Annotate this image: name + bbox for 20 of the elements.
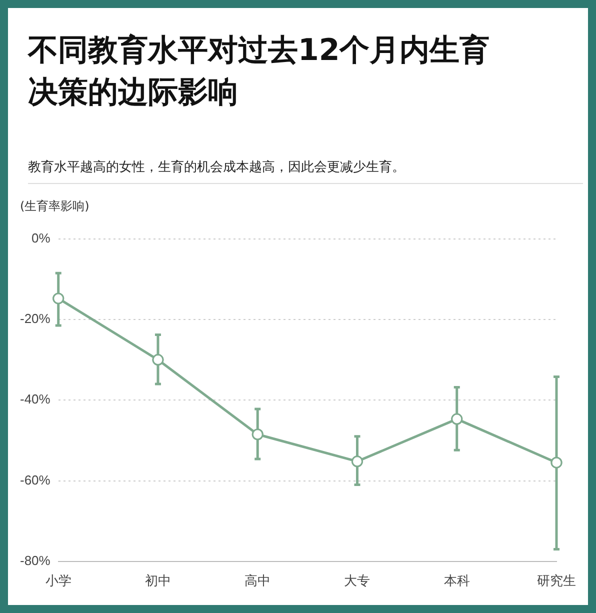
x-tick-label: 研究生 bbox=[537, 572, 576, 588]
point bbox=[252, 428, 264, 440]
chart-title: 不同教育水平对过去12个月内生育决策的边际影响 bbox=[28, 32, 491, 112]
y-tick-label: -80% bbox=[20, 552, 51, 568]
x-tick-label: 本科 bbox=[444, 572, 470, 588]
point bbox=[550, 456, 562, 468]
x-tick-label: 高中 bbox=[244, 572, 271, 588]
point bbox=[351, 456, 363, 468]
point bbox=[52, 292, 64, 304]
y-tick-label: -40% bbox=[20, 392, 51, 407]
y-axis-title: (生育率影响) bbox=[20, 198, 90, 215]
point bbox=[451, 413, 463, 425]
y-tick-label: -60% bbox=[20, 472, 51, 488]
y-tick-label: 0% bbox=[32, 230, 51, 246]
x-tick-label: 初中 bbox=[144, 572, 171, 588]
point bbox=[152, 354, 164, 366]
y-tick-label: -20% bbox=[20, 311, 51, 326]
chart-subtitle: 教育水平越高的女性，生育的机会成本越高，因此会更减少生育。 bbox=[28, 158, 405, 176]
x-tick-label: 小学 bbox=[45, 572, 72, 588]
x-tick-label: 大专 bbox=[344, 572, 370, 588]
